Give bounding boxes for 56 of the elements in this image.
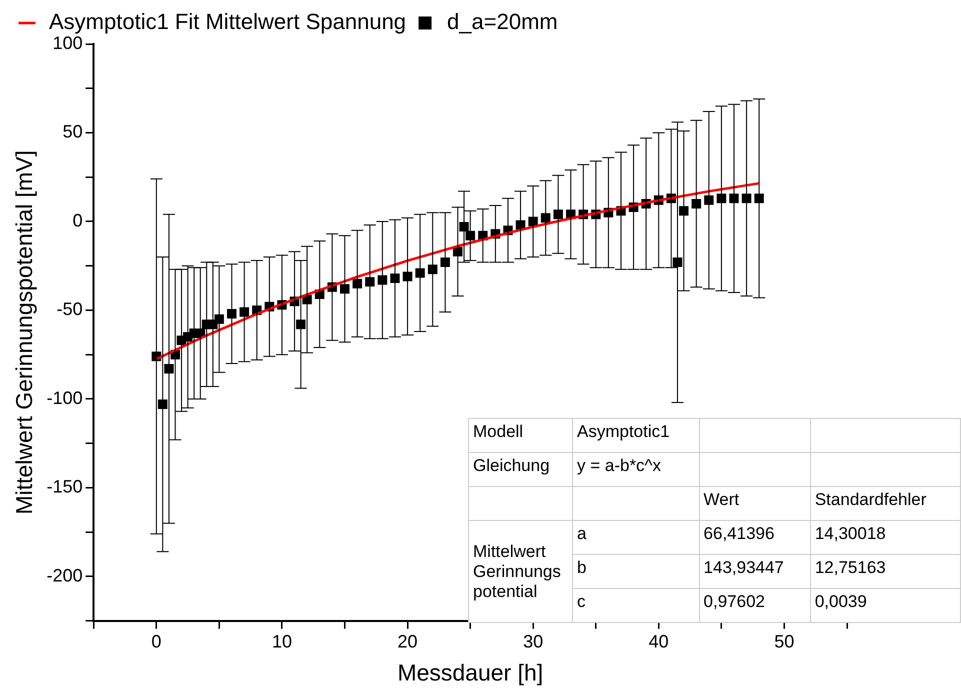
annotation: Modell <box>468 418 572 452</box>
point <box>692 198 702 208</box>
point <box>158 400 168 410</box>
legend-label: Asymptotic1 Fit Mittelwert Spannung <box>49 9 406 34</box>
point <box>365 277 375 287</box>
annotation: 0,0039 <box>810 588 960 622</box>
annotation: Wert <box>699 486 810 520</box>
y-axis-title: Mittelwert Gerinnungspotential [mV] <box>11 150 38 515</box>
y-tick-label: 50 <box>62 122 83 142</box>
annotation: 12,75163 <box>810 554 960 588</box>
y-tick-label: -50 <box>56 299 83 320</box>
point <box>340 284 350 294</box>
point <box>742 194 752 204</box>
annotation: 143,93447 <box>699 554 810 588</box>
annotation: y = a-b*c^x <box>572 452 700 486</box>
annotation: 0,97602 <box>699 588 810 622</box>
y-tick-label: 100 <box>52 32 83 53</box>
point <box>679 206 689 216</box>
x-tick-label: 50 <box>774 632 794 652</box>
x-tick-label: 30 <box>523 632 544 652</box>
point <box>716 194 726 204</box>
point <box>704 195 714 205</box>
y-tick-label: -200 <box>46 565 83 586</box>
point <box>240 307 250 317</box>
point <box>428 264 438 274</box>
point <box>415 268 425 278</box>
y-tick-label: -100 <box>46 388 83 408</box>
annotation: 14,30018 <box>810 520 960 554</box>
point <box>754 194 764 204</box>
x-tick-label: 10 <box>272 632 292 652</box>
x-tick-label: 0 <box>151 632 162 652</box>
point <box>390 274 400 284</box>
y-tick-label: -150 <box>46 476 83 497</box>
annotation: Asymptotic1 <box>572 418 700 452</box>
x-tick-label: 20 <box>398 632 418 652</box>
x-tick-label: 40 <box>648 632 669 652</box>
point <box>672 258 682 268</box>
point <box>440 258 450 268</box>
point <box>466 230 476 240</box>
point <box>214 314 224 324</box>
y-tick-label: 0 <box>72 210 83 230</box>
x-axis-title: Messdauer [h] <box>397 660 544 686</box>
point <box>378 275 388 285</box>
annotation: c <box>572 588 700 622</box>
annotation: a <box>572 520 700 554</box>
point <box>296 320 306 330</box>
point <box>227 309 236 319</box>
annotation: Mittelwert Gerinnungs potential <box>468 520 572 622</box>
annotation: Standardfehler <box>810 486 960 520</box>
point <box>352 278 362 288</box>
annotation: Gleichung <box>468 452 572 486</box>
point <box>553 210 563 220</box>
point <box>164 364 174 374</box>
annotation: b <box>572 554 700 588</box>
legend-label: d_a=20mm <box>447 9 558 34</box>
annotation: 66,41396 <box>699 520 810 554</box>
